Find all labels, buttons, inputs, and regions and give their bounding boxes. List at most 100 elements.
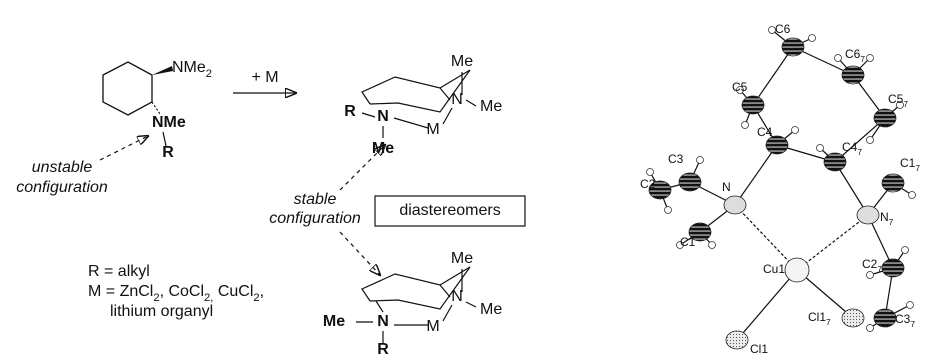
atom: [874, 309, 896, 327]
atom: [724, 196, 746, 214]
note: stable: [294, 191, 337, 208]
hydrogen: [697, 157, 704, 164]
substituent: R: [344, 103, 356, 120]
atom-label: Cl17: [808, 310, 831, 327]
scheme: C6C67C5C57C4C47C3C17C2NN7C1Cu1C27Cl17C37…: [0, 0, 941, 358]
substituent: NMe2: [172, 59, 212, 80]
atom-label: Cu1: [763, 262, 785, 276]
hydrogen: [835, 55, 842, 62]
legend: R = alkyl: [88, 263, 150, 280]
hydrogen: [665, 207, 672, 214]
substituent: R: [162, 144, 174, 161]
atom-label: C37: [895, 312, 915, 329]
atom-label: C67: [845, 47, 865, 64]
legend: lithium organyl: [110, 303, 213, 320]
coordination-bond: [797, 215, 868, 270]
atom-label: C6: [775, 22, 791, 36]
substituent: Me: [451, 250, 473, 267]
atom-label: N: [451, 288, 463, 305]
label-part: CuCl: [213, 283, 253, 300]
dashed-arrow: [340, 232, 380, 275]
label-part: , CoCl: [160, 283, 204, 300]
bond: [735, 145, 777, 205]
label-part: N: [722, 180, 731, 194]
atom-label: N: [722, 180, 731, 194]
coordination-bond: [735, 205, 797, 270]
note: configuration: [16, 179, 108, 196]
label-part: NMe: [172, 59, 206, 76]
atom: [785, 258, 809, 282]
label-part: ,: [260, 283, 264, 300]
hydrogen: [709, 242, 716, 249]
atom-label: N: [377, 108, 389, 125]
substituent: Me: [372, 140, 394, 157]
substituent: NMe: [152, 114, 186, 131]
label-part: 2: [206, 68, 212, 80]
atom-label: N: [377, 313, 389, 330]
hydrogen: [907, 302, 914, 309]
note: unstable: [32, 159, 93, 176]
legend: M = ZnCl2, CoCl2, CuCl2,: [88, 283, 264, 304]
atom-label: N: [451, 91, 463, 108]
atom-label: C5: [732, 80, 748, 94]
hydrogen: [792, 127, 799, 134]
label-part: Cu1: [763, 262, 785, 276]
label-part: C6: [845, 47, 861, 61]
atom: [782, 38, 804, 56]
label-part: 2,: [204, 292, 213, 304]
atom-label: C4: [757, 125, 773, 139]
label-part: 7: [910, 319, 915, 329]
label-part: M = ZnCl: [88, 283, 153, 300]
box-label: diastereomers: [399, 202, 500, 219]
atom: [842, 66, 864, 84]
hydrogen: [647, 169, 654, 176]
atom: [874, 109, 896, 127]
atom: [857, 206, 879, 224]
bond: [753, 47, 793, 105]
hydrogen: [909, 192, 916, 199]
atom-label: N7: [880, 210, 894, 227]
label-part: C2: [862, 257, 878, 271]
atom: [726, 331, 748, 349]
label-part: 7: [857, 147, 862, 157]
atom-label: C2: [640, 177, 656, 191]
hydrogen: [867, 325, 874, 332]
atom: [882, 259, 904, 277]
atom: [882, 174, 904, 192]
label-part: Cl1: [808, 310, 826, 324]
label-part: Cl1: [750, 342, 768, 356]
atom-label: Cl1: [750, 342, 768, 356]
label-part: C4: [757, 125, 773, 139]
atom-label: C17: [900, 156, 920, 173]
atom-label: C47: [842, 140, 862, 157]
label-part: C3: [895, 312, 911, 326]
atom-label: C1: [680, 235, 696, 249]
substituent: Me: [480, 301, 502, 318]
hydrogen: [742, 122, 749, 129]
label-part: C3: [668, 152, 684, 166]
label-part: C5: [888, 92, 904, 106]
atom-label: M: [426, 121, 439, 138]
label-part: C6: [775, 22, 791, 36]
substituent: Me: [323, 313, 345, 330]
label-part: 7: [826, 317, 831, 327]
label-part: 7: [889, 217, 894, 227]
label-part: 7: [877, 264, 882, 274]
atom-label: C3: [668, 152, 684, 166]
atom: [742, 96, 764, 114]
bond: [737, 270, 797, 340]
label-part: C1: [680, 235, 696, 249]
label-part: C1: [900, 156, 916, 170]
note: configuration: [269, 210, 361, 227]
label-part: 7: [903, 99, 908, 109]
label-part: C4: [842, 140, 858, 154]
hydrogen: [867, 137, 874, 144]
hydrogen: [809, 35, 816, 42]
substituent: R: [377, 341, 389, 358]
label-part: N: [880, 210, 889, 224]
atom: [679, 173, 701, 191]
substituent: Me: [480, 98, 502, 115]
hydrogen: [867, 55, 874, 62]
hydrogen: [902, 247, 909, 254]
